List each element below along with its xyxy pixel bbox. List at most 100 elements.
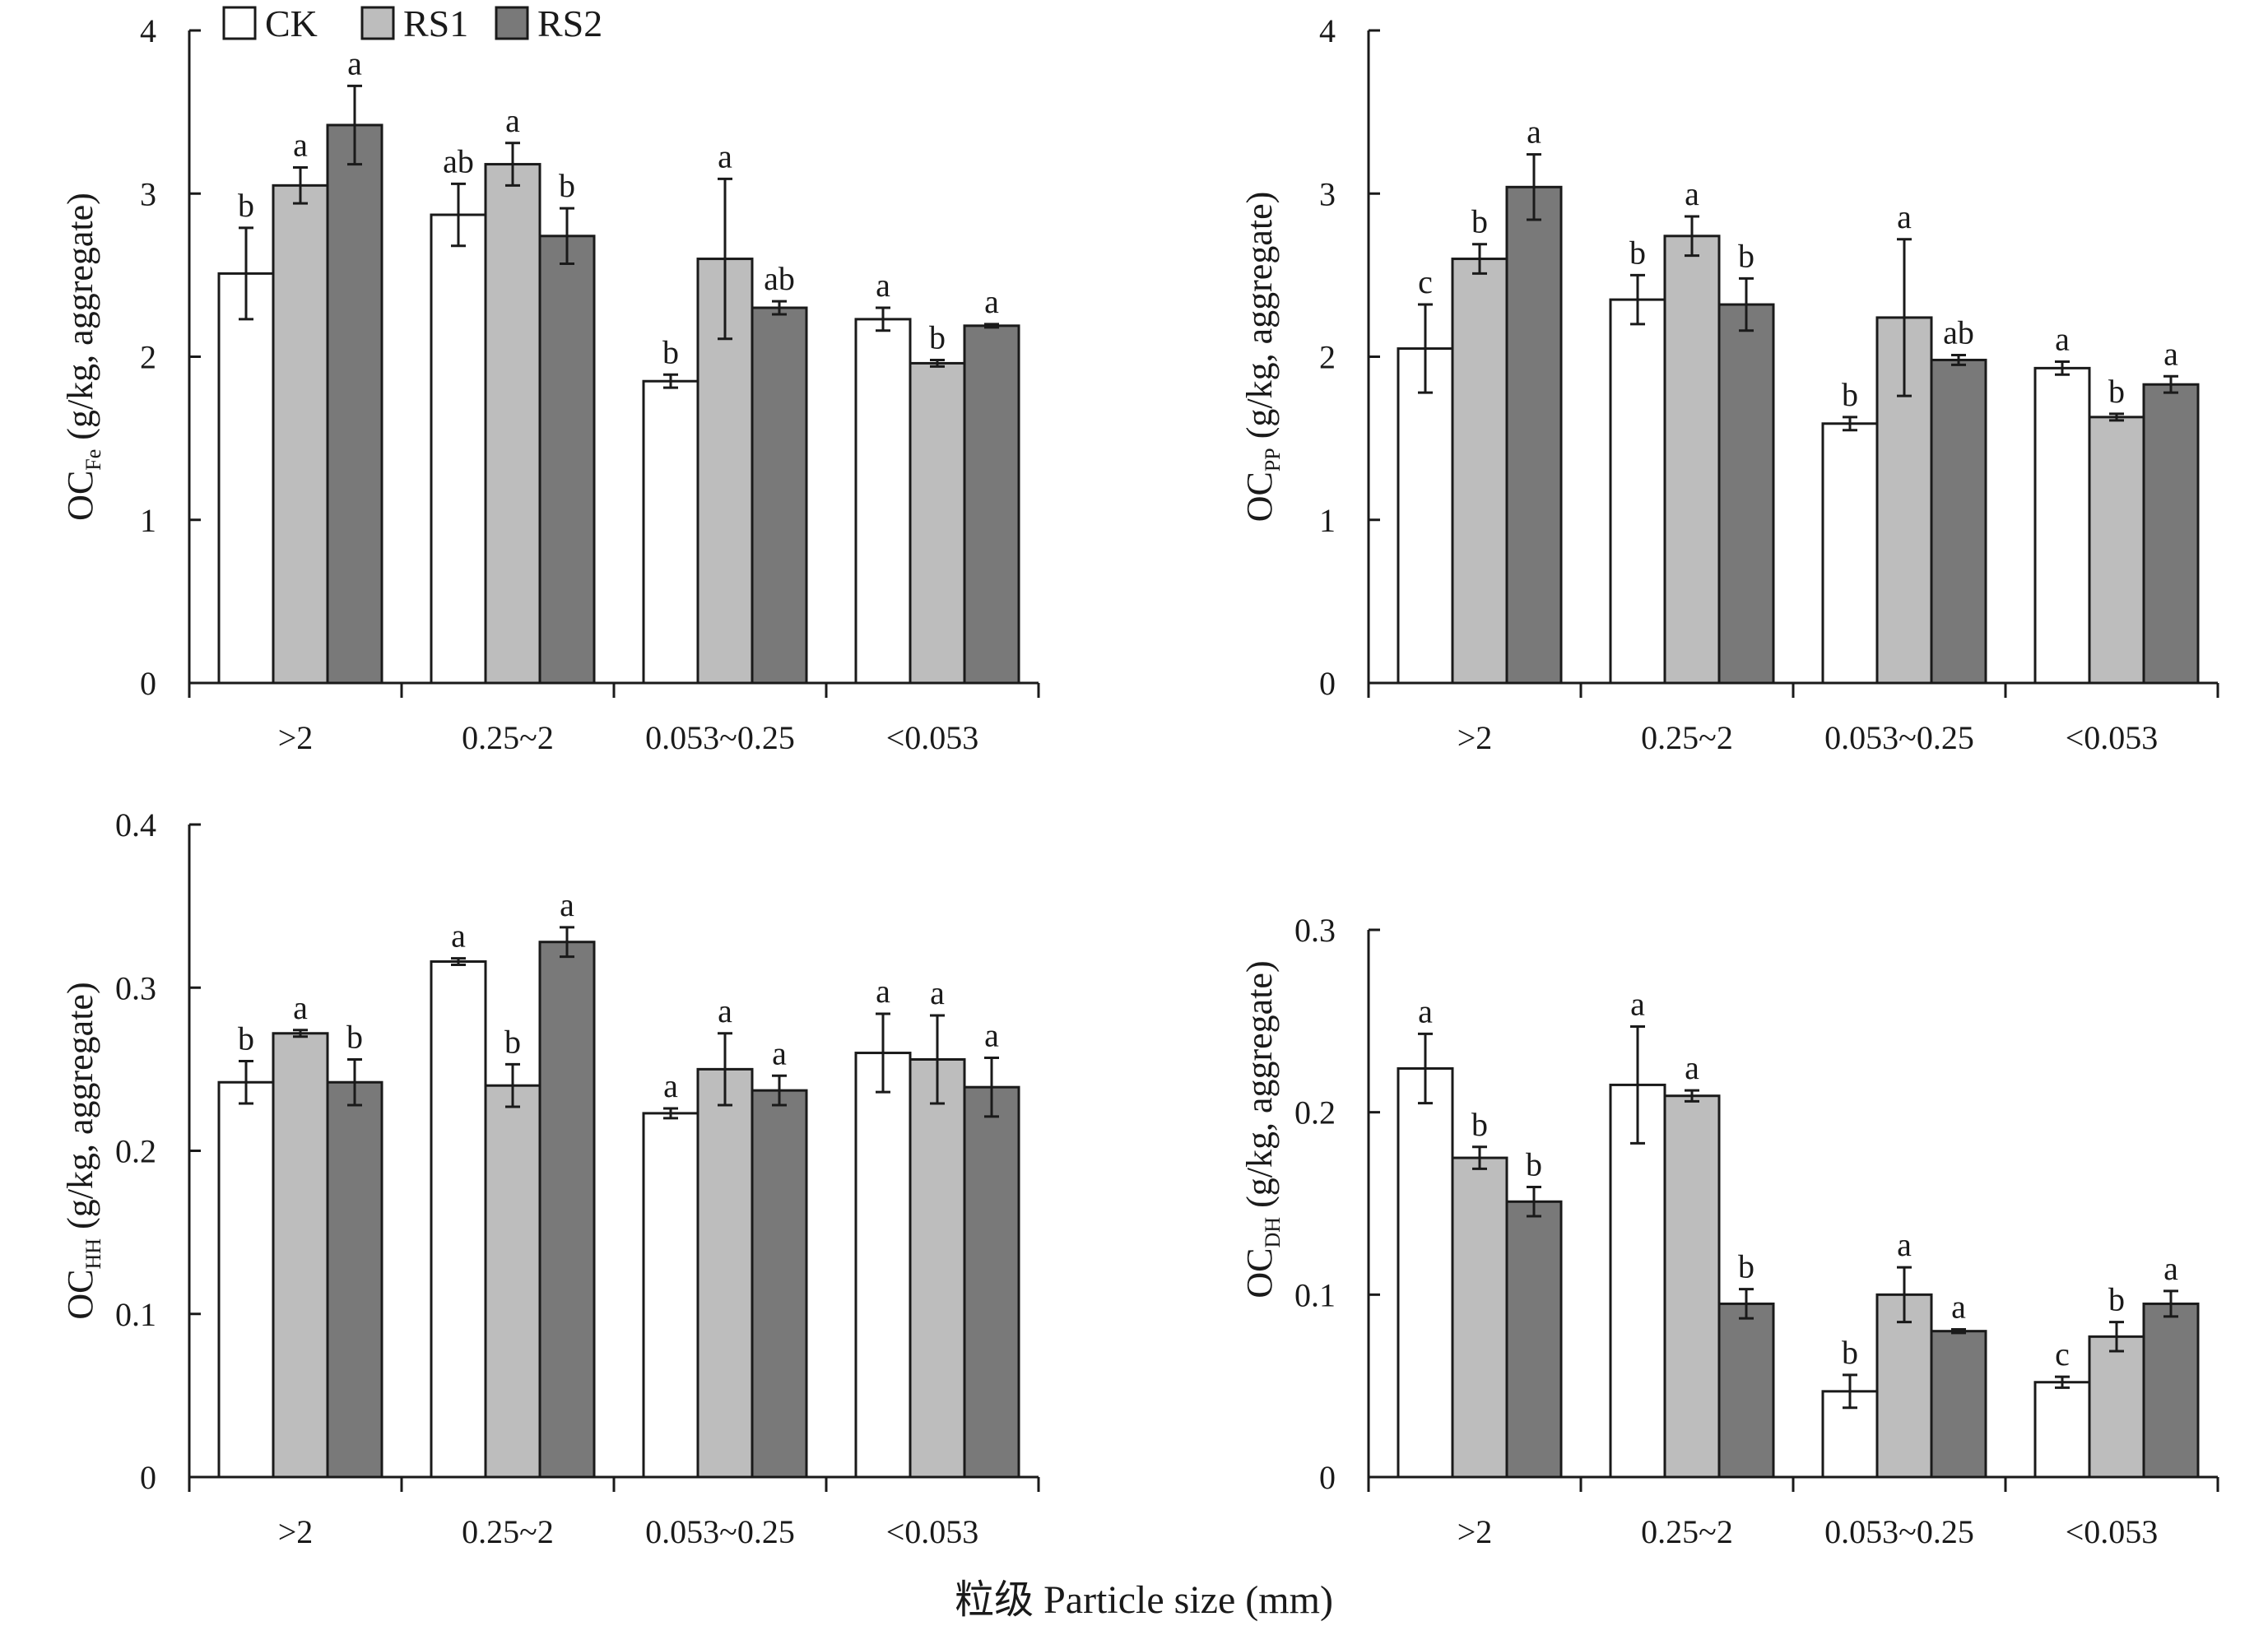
error-bar	[1685, 215, 1699, 258]
error-bar	[1951, 1327, 1966, 1335]
error-bar	[2163, 1289, 2178, 1318]
y-tick-label: 4	[140, 12, 156, 49]
significance-letter: a	[1897, 1226, 1912, 1263]
error-bar	[1897, 238, 1912, 397]
x-tick-label: 0.25~2	[1641, 1513, 1733, 1550]
significance-letter: b	[1629, 234, 1646, 271]
error-bar	[876, 1012, 890, 1094]
error-bar	[1472, 1145, 1487, 1170]
error-bar	[772, 300, 787, 316]
error-bar	[1843, 1373, 1857, 1410]
legend-label: CK	[265, 2, 318, 44]
error-bar	[293, 1029, 308, 1038]
legend-swatch	[495, 6, 529, 40]
significance-letter: c	[2055, 1336, 2070, 1373]
chart-panel: 0 0.1 0.2 0.3 0.4 >2 0.25~2 0.053~0.25 <0.053 b a a…	[60, 806, 1040, 1550]
bar-ck	[1821, 422, 1879, 685]
x-tick-label: 0.053~0.25	[1824, 1513, 1974, 1550]
error-bar	[2055, 1375, 2070, 1389]
y-tick-label: 0.3	[1294, 912, 1336, 949]
significance-letter: ab	[443, 142, 474, 179]
error-bar	[2109, 412, 2124, 422]
error-bar	[718, 1032, 732, 1107]
significance-letter: b	[2108, 373, 2125, 410]
bar-rs2	[326, 1080, 383, 1479]
error-bar	[1527, 153, 1541, 221]
bar-rs2	[963, 1085, 1020, 1479]
x-tick-label: 0.053~0.25	[645, 719, 795, 756]
error-bar	[1843, 416, 1857, 432]
x-tick-label: 0.053~0.25	[1824, 719, 1974, 756]
x-tick-label: >2	[278, 719, 314, 756]
significance-letter: a	[663, 1067, 678, 1104]
significance-letter: b	[662, 333, 679, 370]
y-tick-label: 1	[1319, 502, 1336, 539]
error-bar	[984, 323, 999, 329]
bar-rs2	[538, 941, 596, 1479]
significance-letter: a	[1897, 198, 1912, 235]
significance-letter: a	[984, 1016, 999, 1053]
legend-label: RS1	[403, 2, 468, 44]
significance-letter: b	[1471, 203, 1488, 240]
legend-label: RS2	[537, 2, 602, 44]
significance-letter: a	[876, 267, 890, 304]
legend: CK RS1 RS2	[222, 2, 602, 44]
significance-letter: a	[984, 283, 999, 320]
bar-rs1	[272, 1032, 329, 1479]
significance-letter: ab	[764, 260, 795, 297]
bar-rs1	[2088, 1335, 2145, 1479]
bar-rs1	[1663, 1094, 1721, 1479]
bar-ck	[217, 1080, 275, 1479]
legend-item-rs2: RS2	[495, 2, 602, 44]
significance-letter: a	[876, 973, 890, 1010]
bar-ck	[642, 1112, 699, 1479]
significance-letter: a	[2163, 1250, 2178, 1287]
bar-ck	[2033, 1381, 2091, 1479]
bar-rs2	[538, 235, 596, 685]
error-bar	[2163, 374, 2178, 394]
y-tick-label: 3	[1319, 175, 1336, 212]
y-tick-label: 0	[140, 665, 156, 702]
significance-letter: b	[1471, 1106, 1488, 1143]
error-bar	[876, 306, 890, 332]
significance-letter: a	[1418, 992, 1433, 1029]
bar-rs2	[1505, 185, 1563, 685]
legend-item-ck: CK	[222, 2, 318, 44]
y-tick-label: 0.4	[115, 806, 156, 843]
error-bar	[347, 84, 362, 166]
error-bar	[293, 166, 308, 205]
significance-letter: ab	[1943, 314, 1974, 351]
bar-rs1	[272, 184, 329, 685]
significance-letter: b	[929, 318, 946, 355]
error-bar	[930, 358, 945, 368]
error-bar	[451, 957, 466, 966]
y-tick-label: 3	[140, 175, 156, 212]
error-bar	[1527, 1186, 1541, 1218]
significance-letter: a	[1951, 1288, 1966, 1325]
significance-letter: b	[1842, 376, 1858, 413]
error-bar	[1630, 273, 1645, 326]
bar-rs1	[696, 1067, 754, 1479]
error-bar	[1630, 1024, 1645, 1145]
bar-rs2	[963, 324, 1020, 685]
bar-rs2	[1930, 358, 1987, 685]
x-tick-label: <0.053	[2066, 719, 2159, 756]
y-axis-title: OCPP (g/kg, aggregate)	[1239, 192, 1285, 523]
bar-ck	[1609, 1083, 1666, 1479]
error-bar	[1739, 276, 1754, 332]
y-tick-label: 0	[1319, 665, 1336, 702]
significance-letter: a	[1630, 985, 1645, 1022]
significance-letter: b	[1842, 1334, 1858, 1371]
bar-rs1	[909, 361, 966, 685]
significance-letter: a	[293, 127, 308, 164]
bar-rs2	[1717, 303, 1775, 685]
x-tick-label: >2	[1457, 719, 1493, 756]
error-bar	[2109, 1321, 2124, 1353]
significance-letter: a	[2163, 335, 2178, 372]
significance-letter: b	[504, 1023, 521, 1060]
y-tick-label: 0.1	[1294, 1276, 1336, 1313]
x-tick-label: <0.053	[886, 1513, 979, 1550]
significance-letter: b	[238, 187, 254, 224]
significance-letter: b	[559, 167, 575, 204]
